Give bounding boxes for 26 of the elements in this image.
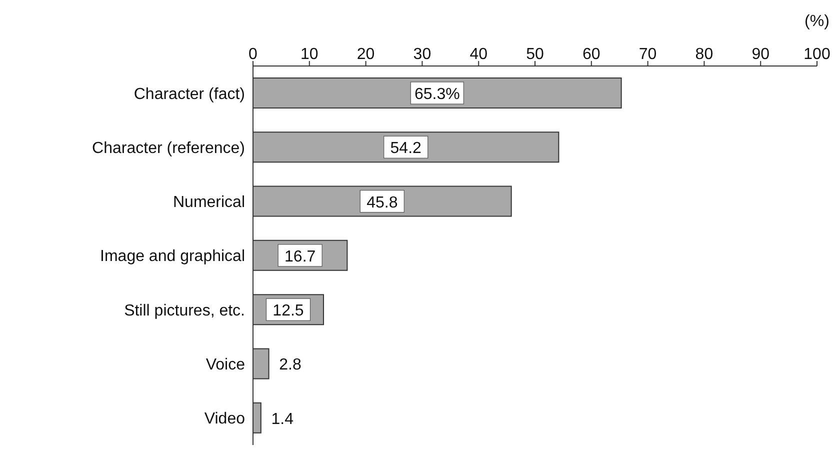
data-label: 12.5	[272, 302, 304, 320]
x-tick-label: 40	[470, 46, 488, 63]
x-tick-label: 90	[752, 46, 770, 63]
y-tick-label: Still pictures, etc.	[124, 302, 245, 320]
x-tick-label: 20	[356, 46, 375, 63]
data-label: 16.7	[284, 248, 316, 266]
x-tick-label: 60	[582, 46, 600, 63]
x-tick-label: 80	[695, 46, 714, 63]
y-tick-label: Character (fact)	[134, 86, 245, 103]
data-label: 2.8	[279, 356, 302, 374]
y-tick-label: Video	[204, 410, 246, 428]
data-label: 1.4	[271, 410, 294, 428]
x-axis-title: (%)	[804, 13, 830, 30]
data-label: 54.2	[390, 140, 422, 158]
data-label: 45.8	[366, 194, 398, 212]
x-tick-label: 100	[804, 46, 830, 63]
x-tick-label: 70	[638, 46, 657, 63]
data-label: 65.3%	[414, 86, 460, 103]
y-tick-label: Character (reference)	[92, 140, 245, 157]
x-tick-label: 50	[526, 46, 544, 63]
x-tick-label: 10	[300, 46, 318, 63]
y-tick-label: Numerical	[172, 194, 245, 212]
y-tick-label: Image and graphical	[100, 248, 245, 266]
x-tick-label: 30	[413, 46, 432, 63]
y-tick-label: Voice	[206, 356, 246, 374]
x-tick-label: 0	[248, 46, 258, 63]
